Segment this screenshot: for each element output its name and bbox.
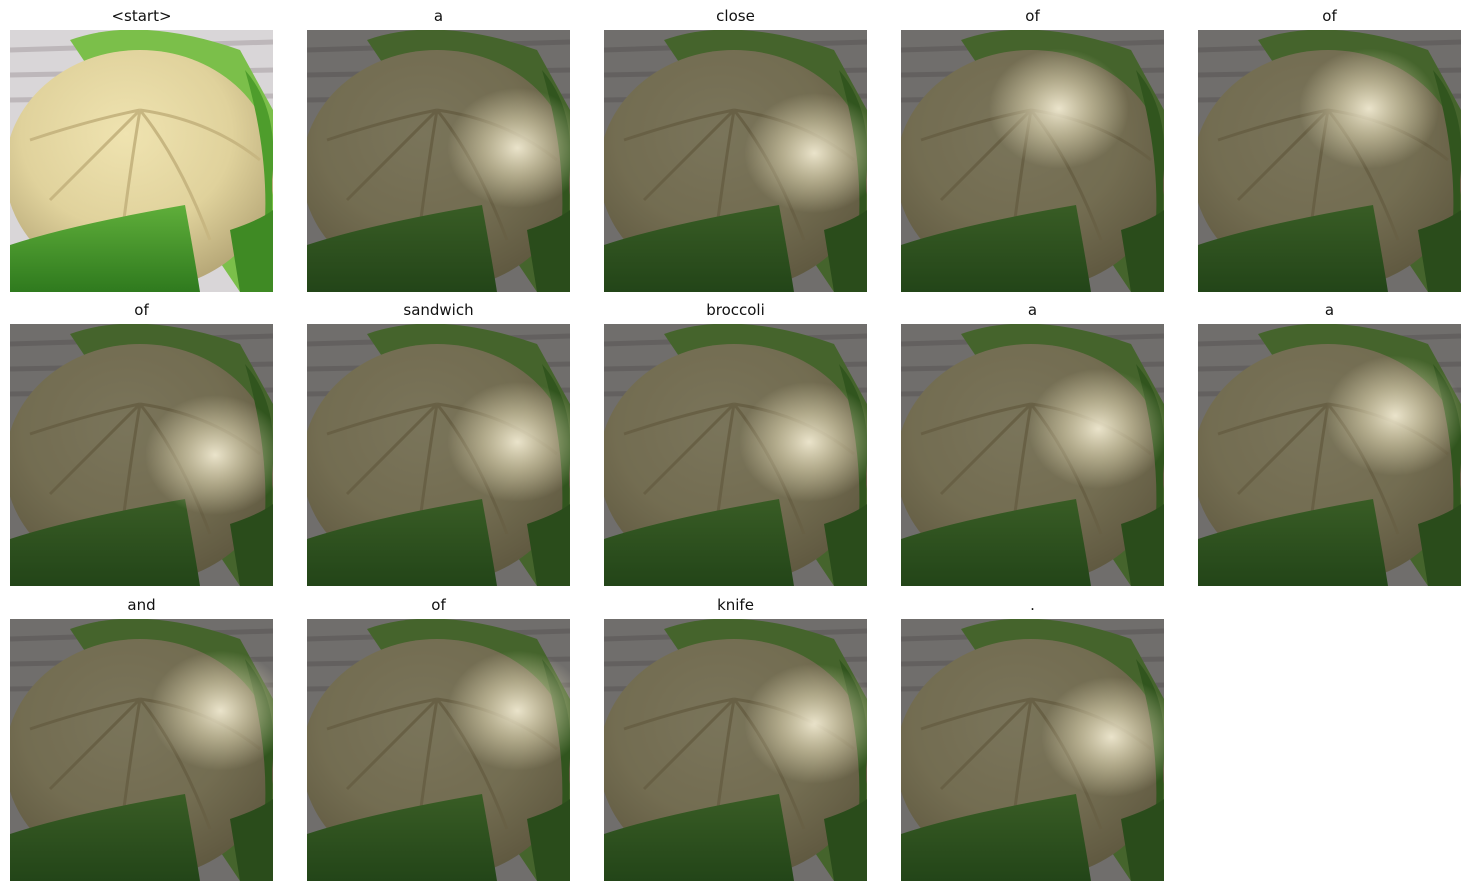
attention-image xyxy=(896,30,1166,292)
attention-image xyxy=(896,619,1181,881)
attention-spot xyxy=(744,93,867,214)
panel-title: and xyxy=(127,596,155,614)
attention-image xyxy=(1193,30,1463,292)
panel-title: of xyxy=(134,301,149,319)
panel-title: of xyxy=(431,596,446,614)
attention-spot xyxy=(1298,48,1439,169)
attention-overlay xyxy=(10,619,273,881)
attention-spot xyxy=(145,395,273,515)
attention-overlay xyxy=(604,619,867,881)
attention-overlay xyxy=(901,619,1164,881)
panel-title: of xyxy=(1025,7,1040,25)
attention-image xyxy=(302,619,587,881)
panel-title: a xyxy=(434,7,443,25)
panel-title: . xyxy=(1030,596,1035,614)
attention-spot xyxy=(150,650,273,771)
attention-spot xyxy=(744,663,867,784)
attention-image xyxy=(599,30,884,292)
attention-overlay xyxy=(901,324,1164,586)
attention-overlay xyxy=(901,30,1164,292)
panel-title: broccoli xyxy=(706,301,765,319)
attention-overlay xyxy=(1198,324,1461,586)
attention-spot xyxy=(739,381,867,502)
panel-title: close xyxy=(716,7,755,25)
attention-spot xyxy=(447,381,570,502)
panel-title: sandwich xyxy=(403,301,473,319)
attention-overlay xyxy=(604,30,867,292)
panel-title: of xyxy=(1322,7,1337,25)
attention-spot xyxy=(1041,676,1164,797)
attention-spot xyxy=(447,650,570,771)
panel-title: <start> xyxy=(111,7,171,25)
attention-image xyxy=(5,30,275,292)
attention-spot xyxy=(1028,368,1164,489)
attention-image xyxy=(599,324,879,586)
attention-image xyxy=(302,324,587,586)
attention-overlay xyxy=(604,324,867,586)
panel-title: a xyxy=(1325,301,1334,319)
attention-image xyxy=(5,619,290,881)
attention-image xyxy=(1193,324,1465,586)
attention-spot xyxy=(447,87,570,208)
attention-image xyxy=(896,324,1168,586)
attention-spot xyxy=(1325,355,1461,476)
panel-title: knife xyxy=(717,596,754,614)
attention-image xyxy=(302,30,587,292)
attention-image xyxy=(599,619,884,881)
attention-overlay xyxy=(10,324,273,586)
attention-overlay xyxy=(307,324,570,586)
attention-image xyxy=(5,324,285,586)
attention-overlay xyxy=(307,619,570,881)
image xyxy=(5,30,275,292)
attention-spot xyxy=(988,48,1129,169)
attention-overlay xyxy=(307,30,570,292)
attention-overlay xyxy=(1198,30,1461,292)
panel-title: a xyxy=(1028,301,1037,319)
